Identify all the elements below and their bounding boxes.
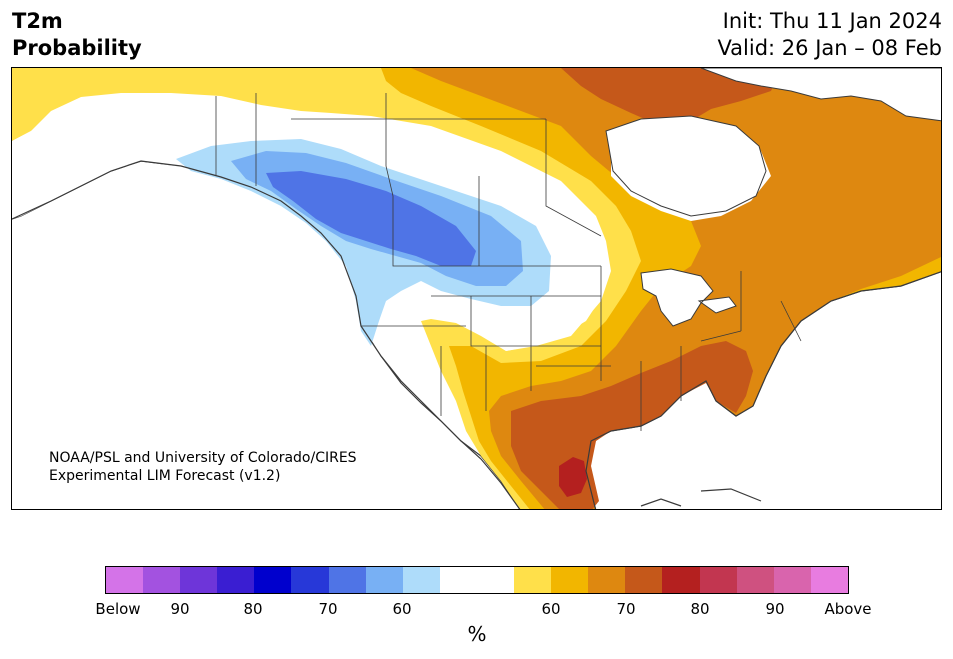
colorbar-segment xyxy=(291,567,328,593)
init-date: Init: Thu 11 Jan 2024 xyxy=(717,8,942,35)
colorbar-segment xyxy=(811,567,848,593)
colorbar-segment xyxy=(366,567,403,593)
variable-title: T2m xyxy=(12,8,142,35)
colorbar-segment xyxy=(477,567,514,593)
colorbar-segment xyxy=(588,567,625,593)
colorbar-tick-label: Below xyxy=(95,600,140,618)
valid-dates: Valid: 26 Jan – 08 Feb xyxy=(717,35,942,62)
colorbar-segment xyxy=(403,567,440,593)
credit-line-2: Experimental LIM Forecast (v1.2) xyxy=(49,467,357,485)
colorbar-segment xyxy=(700,567,737,593)
credit-line-1: NOAA/PSL and University of Colorado/CIRE… xyxy=(49,449,357,467)
probability-title: Probability xyxy=(12,35,142,62)
colorbar-tick-label: 90 xyxy=(170,600,189,618)
colorbar-segment xyxy=(329,567,366,593)
map-svg xyxy=(12,68,942,510)
colorbar-tick-label: 60 xyxy=(392,600,411,618)
probability-colorbar xyxy=(105,566,849,594)
title-block: T2m Probability xyxy=(12,8,142,62)
colorbar-segment xyxy=(254,567,291,593)
colorbar-segment xyxy=(737,567,774,593)
colorbar-segment xyxy=(662,567,699,593)
colorbar-tick-label: 60 xyxy=(541,600,560,618)
colorbar-segment xyxy=(217,567,254,593)
colorbar-tick-label: Above xyxy=(824,600,871,618)
colorbar-tick-label: 80 xyxy=(243,600,262,618)
colorbar-segment xyxy=(106,567,143,593)
colorbar-segment xyxy=(551,567,588,593)
colorbar-segment xyxy=(514,567,551,593)
colorbar-tick-label: 90 xyxy=(765,600,784,618)
colorbar-segment xyxy=(774,567,811,593)
forecast-dates: Init: Thu 11 Jan 2024 Valid: 26 Jan – 08… xyxy=(717,8,942,62)
colorbar-segment xyxy=(180,567,217,593)
colorbar-segment xyxy=(440,567,477,593)
colorbar-tick-label: 80 xyxy=(690,600,709,618)
forecast-map xyxy=(11,67,942,510)
credit-text: NOAA/PSL and University of Colorado/CIRE… xyxy=(49,449,357,485)
colorbar-segment xyxy=(625,567,662,593)
colorbar-segment xyxy=(143,567,180,593)
colorbar-tick-label: 70 xyxy=(318,600,337,618)
colorbar-tick-label: 70 xyxy=(616,600,635,618)
colorbar-unit: % xyxy=(467,622,486,646)
